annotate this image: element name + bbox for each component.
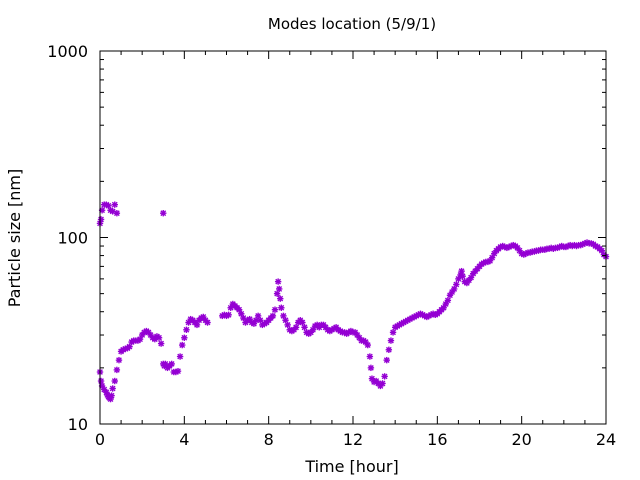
- data-point: [155, 334, 163, 341]
- data-point: [367, 364, 375, 372]
- data-point: [408, 314, 416, 322]
- data-point: [383, 356, 390, 364]
- data-point: [183, 326, 190, 333]
- data-point: [168, 360, 175, 368]
- data-point: [277, 295, 284, 302]
- data-point: [389, 329, 397, 336]
- data-point: [111, 377, 118, 385]
- data-point: [444, 297, 452, 304]
- data-point: [225, 311, 232, 319]
- data-point: [176, 353, 184, 360]
- x-tick-label: 24: [596, 430, 616, 449]
- data-point: [446, 292, 454, 299]
- x-tick-labels: 0 4 8 12 16 20 24: [95, 430, 616, 449]
- data-point: [453, 281, 460, 288]
- data-point: [381, 373, 388, 380]
- data-point: [109, 385, 116, 392]
- data-point: [157, 340, 165, 347]
- y-tick-label: 100: [57, 229, 88, 248]
- y-tick-label: 1000: [47, 42, 88, 61]
- y-axis-title: Particle size [nm]: [5, 169, 24, 308]
- data-point: [113, 209, 121, 217]
- x-tick-label: 20: [511, 430, 531, 449]
- data-point: [366, 353, 374, 360]
- data-point: [269, 312, 277, 320]
- data-point: [278, 304, 285, 311]
- data-point: [98, 207, 106, 214]
- data-point: [301, 324, 308, 331]
- y-tick-label: 10: [68, 415, 88, 434]
- data-point: [387, 337, 395, 344]
- x-axis-title: Time [hour]: [304, 457, 398, 476]
- data-point: [179, 341, 186, 349]
- data-point: [97, 216, 105, 223]
- data-point: [174, 367, 182, 375]
- x-tick-label: 8: [264, 430, 274, 449]
- x-tick-label: 12: [343, 430, 363, 449]
- data-point: [274, 278, 282, 285]
- data-point: [181, 334, 188, 341]
- data-point: [108, 392, 115, 399]
- data-point: [160, 209, 167, 217]
- data-point: [364, 341, 371, 349]
- data-point: [113, 366, 121, 374]
- data-points: [96, 201, 610, 403]
- data-point: [276, 285, 283, 293]
- axis-ticks: [99, 50, 607, 425]
- y-tick-labels: 10 100 1000: [47, 42, 88, 434]
- data-point: [97, 377, 105, 385]
- data-point: [111, 201, 118, 208]
- plot-frame: [99, 50, 607, 425]
- data-point: [271, 306, 279, 313]
- data-point: [379, 380, 386, 387]
- data-point: [459, 273, 466, 280]
- x-tick-label: 16: [427, 430, 447, 449]
- data-point: [284, 321, 291, 329]
- data-point: [458, 267, 465, 275]
- x-tick-label: 0: [95, 430, 105, 449]
- data-point: [115, 356, 123, 364]
- data-point: [204, 319, 211, 326]
- chart-title: Modes location (5/9/1): [268, 15, 436, 33]
- x-tick-label: 4: [179, 430, 189, 449]
- data-point: [385, 346, 393, 353]
